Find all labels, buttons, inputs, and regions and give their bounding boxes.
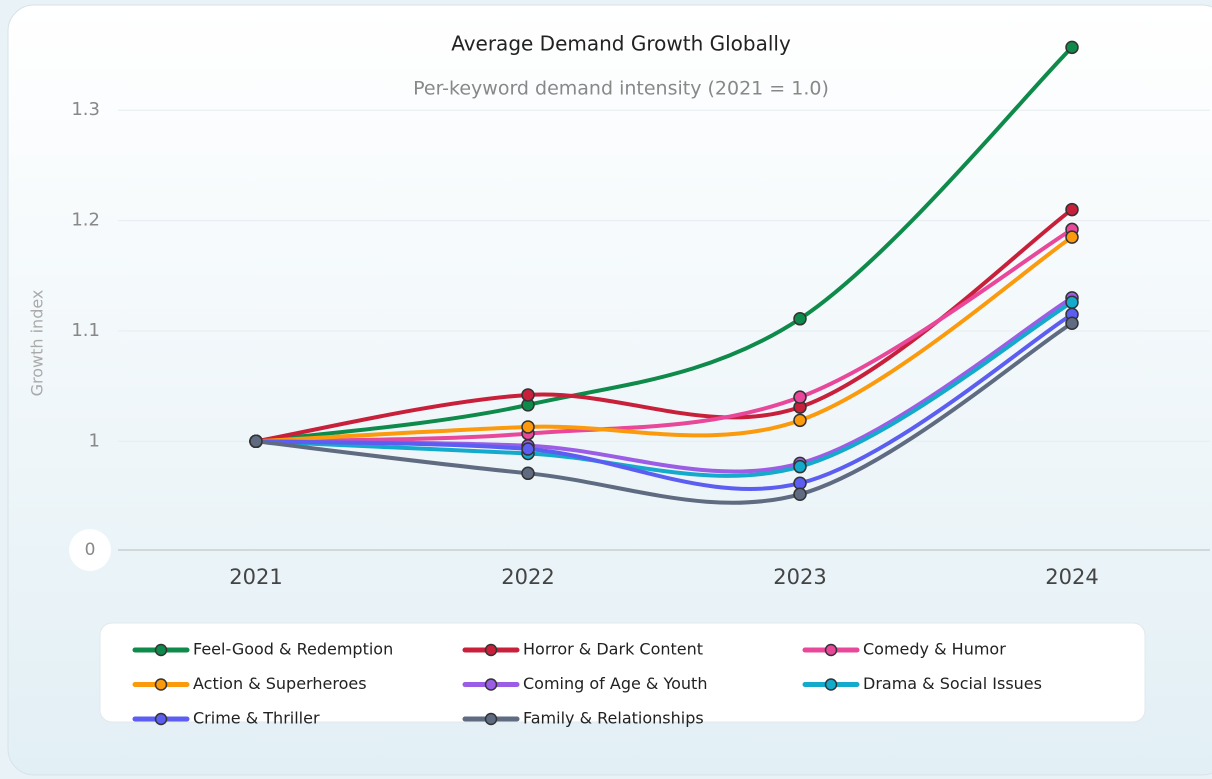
y-axis-label: Growth index: [28, 290, 47, 397]
y-tick-label: 1.3: [71, 99, 100, 120]
data-point: [521, 442, 535, 456]
chart-subtitle: Per-keyword demand intensity (2021 = 1.0…: [413, 78, 829, 100]
x-tick-label: 2022: [501, 565, 554, 589]
series-line: [254, 45, 1074, 444]
series-line: [254, 235, 1074, 444]
data-point: [1065, 295, 1079, 310]
y-tick-label: 1: [89, 430, 100, 451]
legend-label: Feel-Good & Redemption: [193, 640, 393, 659]
series-line: [254, 207, 1074, 444]
legend-marker: [154, 712, 168, 726]
series-line: [254, 300, 1074, 478]
legend-marker: [824, 678, 838, 691]
y-tick-label: 1.2: [71, 210, 100, 231]
legend-marker: [154, 643, 168, 657]
data-point: [793, 312, 807, 326]
legend-marker: [824, 643, 838, 657]
data-point: [793, 390, 807, 404]
x-tick-label: 2023: [773, 565, 826, 589]
legend-label: Action & Superheroes: [193, 674, 367, 693]
data-point: [521, 466, 535, 481]
baseline-badge: [69, 529, 111, 571]
chart-title: Average Demand Growth Globally: [451, 32, 791, 56]
legend: [99, 622, 1146, 723]
legend-label: Horror & Dark Content: [523, 640, 703, 659]
data-point: [249, 434, 263, 449]
x-tick-label: 2024: [1045, 565, 1098, 589]
data-point: [1065, 316, 1079, 330]
data-point: [1065, 202, 1079, 217]
data-point: [1065, 40, 1079, 55]
series-line: [254, 321, 1074, 505]
legend-marker: [154, 678, 168, 691]
data-point: [793, 413, 807, 428]
data-point: [1065, 230, 1079, 244]
data-point: [793, 487, 807, 502]
data-point: [793, 476, 807, 490]
legend-label: Family & Relationships: [523, 709, 704, 728]
legend-marker: [484, 678, 498, 691]
series-line: [254, 227, 1074, 444]
legend-marker: [484, 712, 498, 726]
y-tick-label: 1.1: [71, 320, 100, 341]
legend-label: Coming of Age & Youth: [523, 674, 707, 693]
y-baseline-label: 0: [85, 540, 96, 560]
legend-label: Crime & Thriller: [193, 709, 320, 728]
series-line: [254, 312, 1074, 492]
legend-label: Drama & Social Issues: [863, 674, 1042, 693]
data-point: [521, 388, 535, 402]
legend-label: Comedy & Humor: [863, 640, 1006, 659]
legend-marker: [484, 643, 498, 657]
data-point: [521, 420, 535, 434]
data-point: [793, 459, 807, 474]
x-tick-label: 2021: [229, 565, 282, 589]
